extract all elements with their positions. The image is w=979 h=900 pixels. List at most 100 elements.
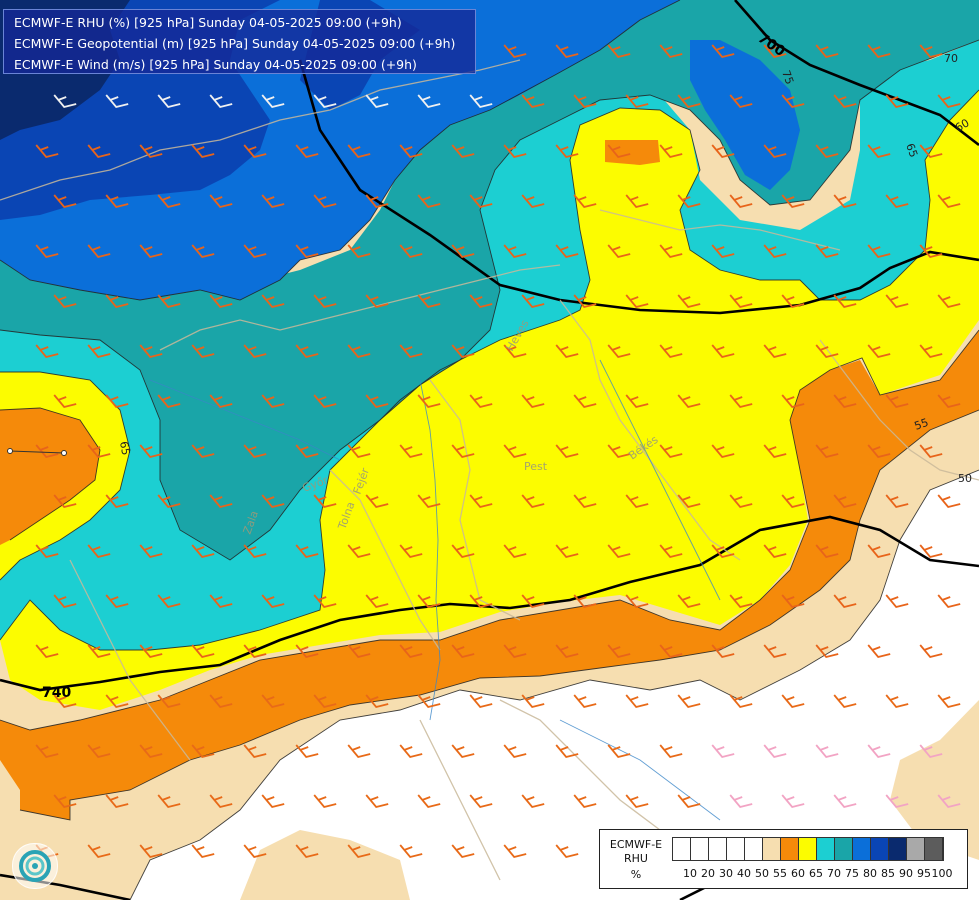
wind-barb xyxy=(365,594,389,609)
wind-barb xyxy=(677,394,701,409)
legend-swatch xyxy=(673,838,691,860)
wind-barb xyxy=(729,294,753,309)
wind-barb xyxy=(521,394,545,409)
wind-barb xyxy=(417,594,441,609)
wind-barb xyxy=(815,544,839,559)
legend-swatch xyxy=(871,838,889,860)
wind-barb xyxy=(209,694,233,709)
wind-barb xyxy=(469,694,493,709)
wind-barb xyxy=(503,544,527,559)
legend-swatch xyxy=(745,838,763,860)
wind-barb xyxy=(625,194,649,209)
rhu-label-50: 50 xyxy=(958,472,972,485)
wind-barb xyxy=(139,444,163,459)
wind-barb xyxy=(105,494,129,509)
wind-barb xyxy=(763,644,787,659)
wind-barb xyxy=(521,794,545,809)
wind-barb xyxy=(885,594,909,609)
wind-barb xyxy=(503,644,527,659)
wind-barb xyxy=(677,694,701,709)
wind-barb xyxy=(573,194,597,209)
legend-title-model: ECMWF-E xyxy=(609,838,663,851)
wind-barb xyxy=(365,394,389,409)
legend-swatch xyxy=(691,838,709,860)
wind-barb xyxy=(815,44,839,59)
wind-barb xyxy=(555,344,579,359)
wind-barb xyxy=(157,294,181,309)
wind-barb xyxy=(763,444,787,459)
wind-barb xyxy=(417,794,441,809)
wind-barb xyxy=(417,194,441,209)
wind-barb xyxy=(781,694,805,709)
wind-barb xyxy=(365,694,389,709)
wind-barb xyxy=(365,194,389,209)
wind-barb xyxy=(347,144,371,159)
wind-barb xyxy=(139,344,163,359)
wind-barb xyxy=(521,194,545,209)
wind-barb xyxy=(191,144,215,159)
wind-barb xyxy=(573,294,597,309)
wind-barb xyxy=(313,294,337,309)
wind-barb xyxy=(295,144,319,159)
wind-barb xyxy=(365,94,389,109)
wind-barb xyxy=(711,744,735,759)
legend-tick-label: 65 xyxy=(809,867,823,880)
legend-title-unit: % xyxy=(630,868,642,881)
wind-barb xyxy=(521,294,545,309)
wind-barb xyxy=(139,544,163,559)
wind-barb xyxy=(243,344,267,359)
wind-barb xyxy=(35,244,59,259)
wind-barb xyxy=(555,244,579,259)
wind-barb xyxy=(139,244,163,259)
wind-barb xyxy=(35,644,59,659)
geopotential-label-740: 740 xyxy=(42,685,71,701)
wind-barb xyxy=(417,494,441,509)
wind-barb xyxy=(295,344,319,359)
wind-barb xyxy=(781,294,805,309)
wind-barb xyxy=(105,194,129,209)
wind-barb xyxy=(347,744,371,759)
wind-barb xyxy=(209,194,233,209)
legend-tick-label: 90 xyxy=(899,867,913,880)
legend-swatch xyxy=(835,838,853,860)
wind-barb xyxy=(469,794,493,809)
wind-barb xyxy=(919,344,943,359)
wind-barb xyxy=(399,744,423,759)
legend-swatch xyxy=(907,838,925,860)
wind-barb xyxy=(937,694,961,709)
wind-barb xyxy=(833,294,857,309)
wind-barb xyxy=(885,94,909,109)
wind-barb xyxy=(191,744,215,759)
rhu-label-55: 55 xyxy=(913,416,931,433)
wind-barb xyxy=(261,694,285,709)
wind-barb xyxy=(555,544,579,559)
wind-barbs xyxy=(35,44,961,859)
wind-barb xyxy=(729,194,753,209)
wind-barb xyxy=(139,744,163,759)
wind-barb xyxy=(451,544,475,559)
wind-barb xyxy=(659,744,683,759)
wind-barb xyxy=(677,194,701,209)
wind-barb xyxy=(885,794,909,809)
legend-tick-label: 10 xyxy=(683,867,697,880)
wind-barb xyxy=(729,594,753,609)
wind-barb xyxy=(781,194,805,209)
station-markers xyxy=(7,448,67,456)
wind-barb xyxy=(451,744,475,759)
wind-barb xyxy=(503,344,527,359)
wind-barb xyxy=(607,544,631,559)
wind-barb xyxy=(555,844,579,859)
wind-barb xyxy=(729,494,753,509)
wind-barb xyxy=(469,194,493,209)
wind-barb xyxy=(347,344,371,359)
wind-barb xyxy=(833,494,857,509)
wind-barb xyxy=(815,744,839,759)
wind-barb xyxy=(885,194,909,209)
wind-barb xyxy=(295,744,319,759)
wind-barb xyxy=(295,544,319,559)
wind-barb xyxy=(763,144,787,159)
wind-barb xyxy=(659,244,683,259)
wind-barb xyxy=(139,144,163,159)
wind-barb xyxy=(867,144,891,159)
wind-barb xyxy=(365,294,389,309)
